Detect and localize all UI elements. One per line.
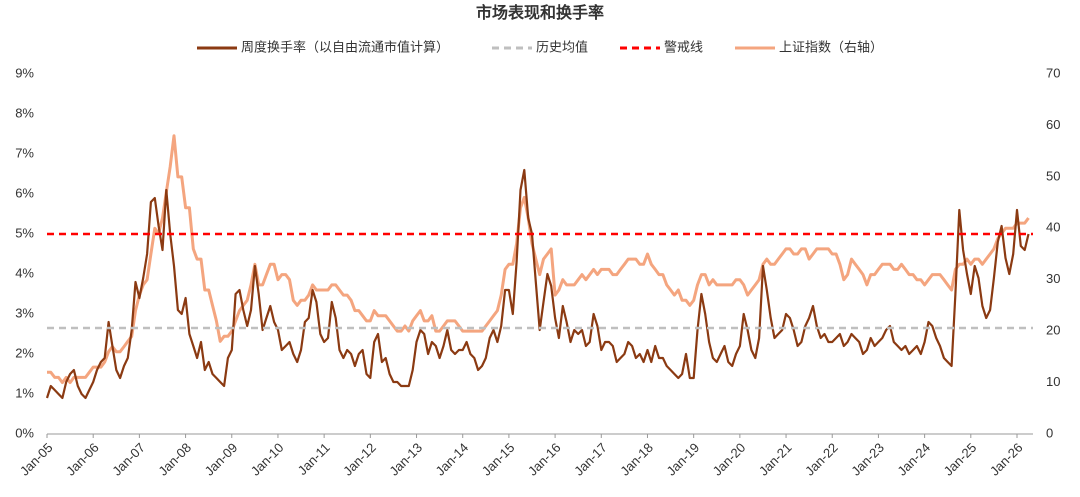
y2-tick-label: 40	[1046, 220, 1060, 235]
y2-tick-label: 50	[1046, 168, 1060, 183]
y-tick-label: 7%	[15, 145, 34, 160]
y-tick-label: 0%	[15, 425, 34, 440]
x-tick-label: Jan-22	[802, 440, 841, 479]
x-tick-label: Jan-12	[340, 440, 379, 479]
x-tick-label: Jan-14	[433, 440, 472, 479]
series-line	[47, 134, 1030, 385]
y2-tick-label: 60	[1046, 117, 1060, 132]
x-tick-label: Jan-05	[17, 440, 56, 479]
y2-tick-label: 20	[1046, 323, 1060, 338]
x-tick-label: Jan-08	[155, 440, 194, 479]
legend-label: 周度换手率（以自由流通市值计算）	[241, 39, 449, 54]
y-tick-label: 3%	[15, 305, 34, 320]
legend-label: 上证指数（右轴）	[779, 39, 883, 54]
x-tick-label: Jan-13	[386, 440, 425, 479]
y-tick-label: 2%	[15, 345, 34, 360]
x-tick-label: Jan-24	[894, 440, 933, 479]
x-tick-label: Jan-18	[617, 440, 656, 479]
series-line	[45, 168, 1030, 400]
x-tick-label: Jan-19	[664, 440, 703, 479]
y-tick-label: 4%	[15, 265, 34, 280]
x-tick-label: Jan-26	[987, 440, 1026, 479]
y-tick-label: 5%	[15, 225, 34, 240]
x-tick-label: Jan-09	[202, 440, 241, 479]
x-tick-label: Jan-15	[479, 440, 518, 479]
y-tick-label: 9%	[15, 65, 34, 80]
y2-tick-label: 70	[1046, 65, 1060, 80]
x-tick-label: Jan-21	[756, 440, 795, 479]
x-tick-label: Jan-11	[295, 440, 333, 478]
x-tick-label: Jan-25	[941, 440, 980, 479]
chart-title: 市场表现和换手率	[476, 3, 604, 22]
y2-tick-label: 30	[1046, 271, 1060, 286]
y2-tick-label: 0	[1046, 425, 1053, 440]
y2-tick-label: 10	[1046, 374, 1060, 389]
legend-label: 历史均值	[536, 39, 588, 54]
x-tick-label: Jan-23	[848, 440, 887, 479]
x-tick-label: Jan-10	[248, 440, 287, 479]
x-tick-label: Jan-16	[525, 440, 564, 479]
y-tick-label: 8%	[15, 105, 34, 120]
legend-label: 警戒线	[664, 39, 703, 54]
x-tick-label: Jan-07	[109, 440, 148, 479]
y-tick-label: 6%	[15, 185, 34, 200]
x-tick-label: Jan-17	[571, 440, 610, 479]
x-tick-label: Jan-06	[63, 440, 102, 479]
y-tick-label: 1%	[15, 385, 34, 400]
x-tick-label: Jan-20	[710, 440, 749, 479]
